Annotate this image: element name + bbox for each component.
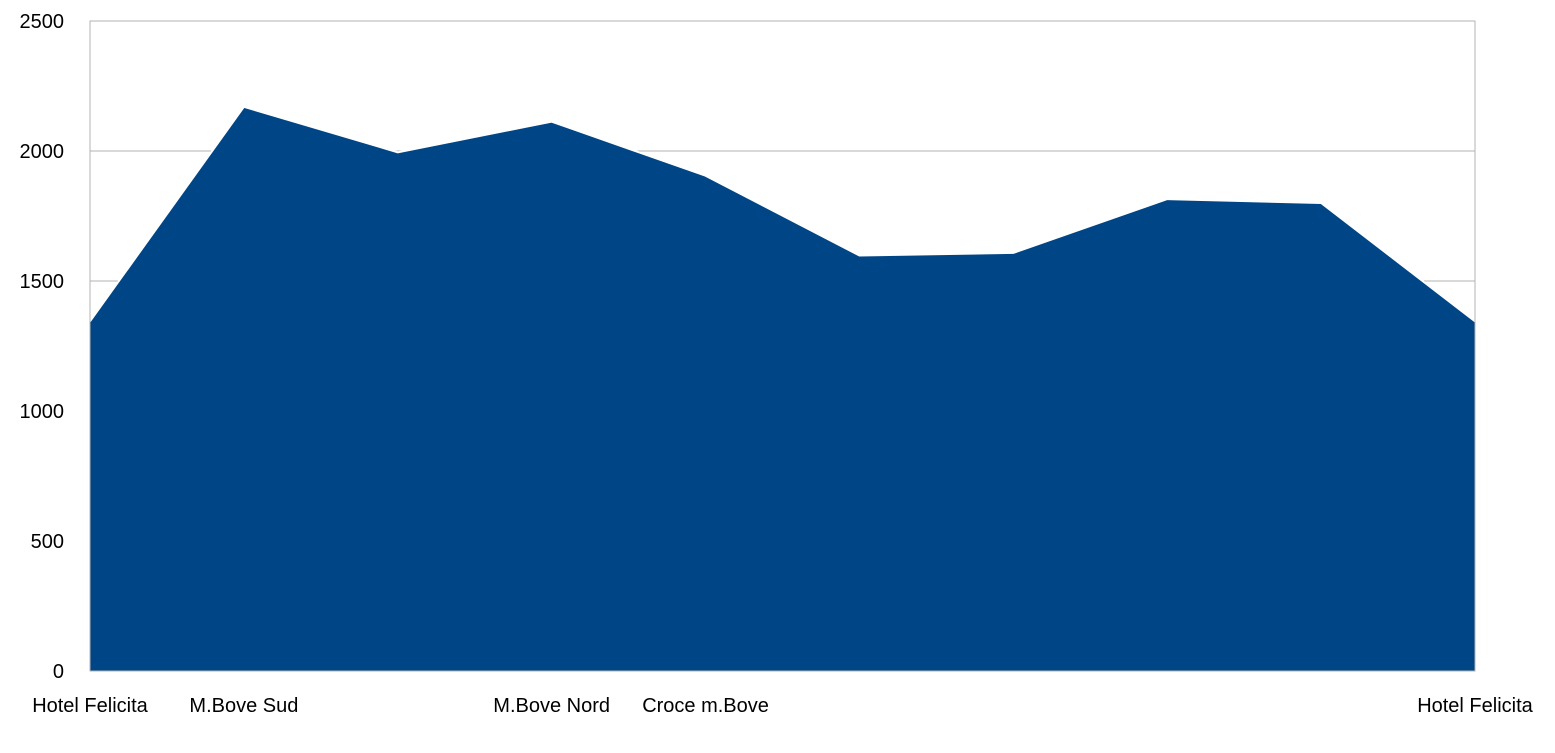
plot-frame [89, 20, 1476, 672]
x-tick-label-1: M.Bove Sud [189, 695, 298, 717]
x-tick-label-3: M.Bove Nord [493, 695, 610, 717]
x-tick-label-4: Croce m.Bove [642, 695, 769, 717]
x-tick-label-0: Hotel Felicita [32, 695, 148, 717]
y-tick-label-0: 0 [53, 661, 64, 683]
y-tick-label-500: 500 [31, 531, 64, 553]
y-tick-label-2500: 2500 [20, 11, 65, 33]
x-tick-labels: Hotel Felicita M.Bove Sud M.Bove Nord Croce… [32, 695, 1533, 717]
area-top-edge [89, 105, 1476, 323]
area-fill [90, 106, 1475, 672]
axes [89, 20, 1476, 672]
y-tick-label-1000: 1000 [20, 401, 65, 423]
y-tick-label-2000: 2000 [20, 141, 65, 163]
x-tick-label-9: Hotel Felicita [1417, 695, 1533, 717]
area-series [89, 105, 1476, 672]
y-tick-label-1500: 1500 [20, 271, 65, 293]
y-tick-labels: 0 500 1000 1500 2000 2500 [20, 11, 65, 683]
